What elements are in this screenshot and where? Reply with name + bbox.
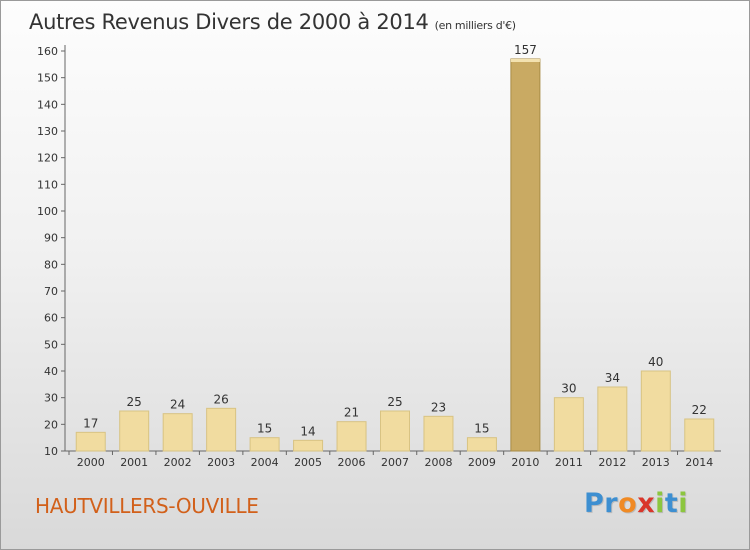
x-tick-label-2002: 2002 bbox=[164, 456, 192, 469]
y-tick-label: 130 bbox=[37, 125, 58, 138]
x-tick-label-2007: 2007 bbox=[381, 456, 409, 469]
x-tick-label-2001: 2001 bbox=[120, 456, 148, 469]
bar-2000 bbox=[75, 431, 106, 452]
x-tick-label-2000: 2000 bbox=[77, 456, 105, 469]
y-tick-label: 30 bbox=[44, 392, 58, 405]
y-tick-label: 50 bbox=[44, 338, 58, 351]
logo-letter: i bbox=[655, 488, 665, 519]
y-tick-label: 100 bbox=[37, 205, 58, 218]
data-label-2012: 34 bbox=[605, 371, 620, 385]
x-tick-label-2012: 2012 bbox=[598, 456, 626, 469]
data-label-2007: 25 bbox=[387, 395, 402, 409]
logo-letter: r bbox=[604, 488, 619, 519]
y-tick-label: 40 bbox=[44, 365, 58, 378]
bar-2012 bbox=[597, 386, 628, 452]
y-tick-label: 70 bbox=[44, 285, 58, 298]
bar-top-highlight bbox=[510, 59, 540, 62]
x-tick-label-2005: 2005 bbox=[294, 456, 322, 469]
data-label-2003: 26 bbox=[213, 392, 228, 406]
y-tick-label: 20 bbox=[44, 418, 58, 431]
x-tick-label-2014: 2014 bbox=[685, 456, 713, 469]
logo-letter: P bbox=[584, 488, 605, 519]
x-tick-label-2010: 2010 bbox=[511, 456, 539, 469]
data-label-2006: 21 bbox=[344, 406, 359, 420]
logo-letter: t bbox=[664, 488, 679, 519]
x-tick-label-2008: 2008 bbox=[424, 456, 452, 469]
data-label-2010: 157 bbox=[514, 43, 537, 57]
y-tick-label: 60 bbox=[44, 312, 58, 325]
x-tick-label-2009: 2009 bbox=[468, 456, 496, 469]
data-label-2009: 15 bbox=[474, 422, 489, 436]
data-label-2001: 25 bbox=[127, 395, 142, 409]
bar-2009 bbox=[466, 437, 497, 452]
bar-2014 bbox=[684, 418, 715, 452]
logo-letter: i bbox=[678, 488, 689, 519]
bar-2003 bbox=[206, 407, 237, 452]
bar-2013 bbox=[640, 370, 671, 452]
y-tick-label: 110 bbox=[37, 178, 58, 191]
bar-2001 bbox=[119, 410, 150, 452]
data-label-2002: 24 bbox=[170, 398, 185, 412]
chart-title-text: Autres Revenus Divers de 2000 à 2014 bbox=[29, 10, 429, 34]
data-label-2005: 14 bbox=[300, 424, 315, 438]
logo-letter: o bbox=[618, 488, 638, 519]
bar-2006 bbox=[336, 421, 367, 452]
proxiti-logo: Proxiti bbox=[584, 488, 688, 519]
chart-title: Autres Revenus Divers de 2000 à 2014 (en … bbox=[29, 10, 516, 34]
data-label-2000: 17 bbox=[83, 416, 98, 430]
data-label-2014: 22 bbox=[692, 403, 707, 417]
x-tick-label-2013: 2013 bbox=[642, 456, 670, 469]
data-label-2013: 40 bbox=[648, 355, 663, 369]
y-tick-label: 140 bbox=[37, 98, 58, 111]
bar-2007 bbox=[380, 410, 410, 452]
y-tick-label: 120 bbox=[37, 152, 58, 165]
y-tick-label: 150 bbox=[37, 72, 58, 85]
y-tick-label: 80 bbox=[44, 258, 58, 271]
bar-2002 bbox=[162, 413, 193, 452]
y-tick-label: 160 bbox=[37, 45, 58, 58]
bar-2004 bbox=[249, 437, 280, 452]
x-tick-label-2006: 2006 bbox=[338, 456, 366, 469]
chart-unit-note: (en milliers d'€) bbox=[434, 19, 516, 32]
x-tick-label-2003: 2003 bbox=[207, 456, 235, 469]
data-label-2004: 15 bbox=[257, 422, 272, 436]
y-tick-label: 10 bbox=[44, 445, 58, 458]
x-tick-label-2011: 2011 bbox=[555, 456, 583, 469]
bar-2005 bbox=[293, 439, 324, 452]
y-tick-label: 90 bbox=[44, 232, 58, 245]
bar-2008 bbox=[423, 415, 454, 452]
data-label-2008: 23 bbox=[431, 400, 446, 414]
location-name: HAUTVILLERS-OUVILLE bbox=[35, 494, 259, 518]
bar-2010 bbox=[510, 58, 541, 452]
logo-letter: x bbox=[637, 488, 656, 519]
bar-2011 bbox=[553, 397, 584, 452]
data-label-2011: 30 bbox=[561, 382, 576, 396]
x-tick-label-2004: 2004 bbox=[251, 456, 279, 469]
